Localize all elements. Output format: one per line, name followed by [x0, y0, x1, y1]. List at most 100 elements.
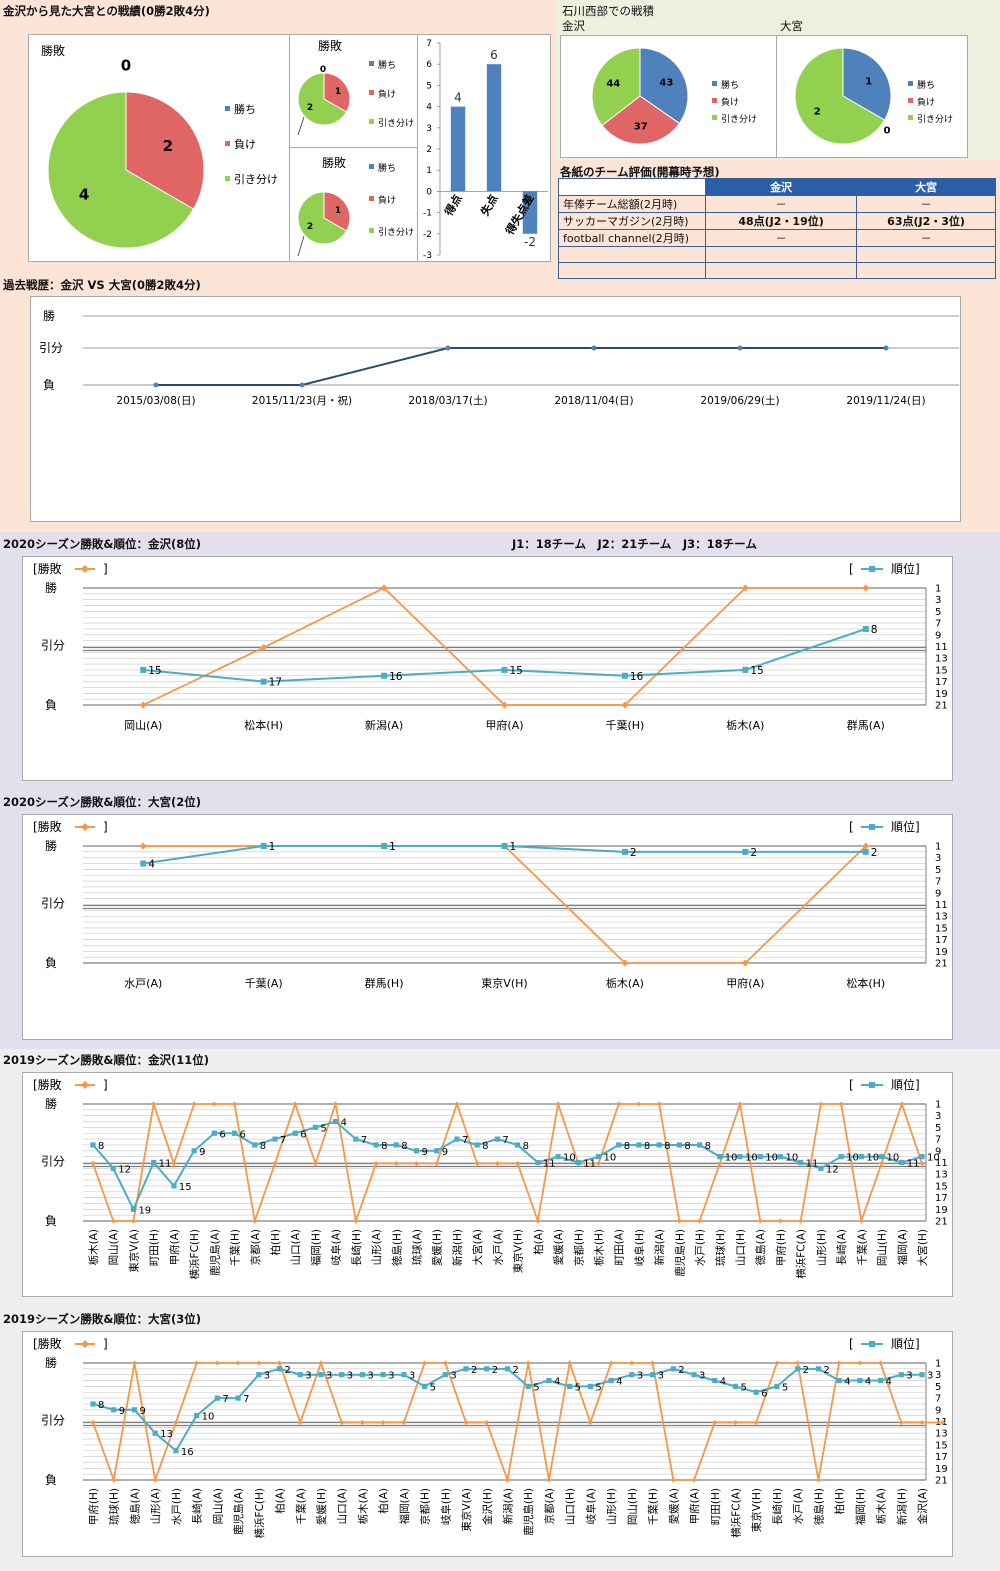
rank-data-label: 10	[887, 1153, 900, 1164]
rank-data-label: 10	[846, 1153, 859, 1164]
legend-label: 勝ち	[378, 162, 396, 174]
rank-data-label: 19	[138, 1205, 151, 1216]
x-tick-label: 栃木(A)	[606, 976, 644, 990]
result-point	[732, 1420, 738, 1425]
rank-point	[919, 1154, 925, 1160]
result-point	[879, 1161, 885, 1166]
rank-data-label: 4	[865, 1377, 871, 1388]
bar-data-label: 4	[454, 91, 462, 105]
rank-data-label: 16	[630, 671, 644, 683]
x-tick-label: 千葉(A)	[855, 1229, 868, 1265]
rank-point	[691, 1372, 697, 1378]
legend-swatch	[369, 164, 374, 169]
legend-label: 引き分け	[378, 227, 414, 238]
result-point	[151, 1101, 157, 1107]
evaluation-row-label	[558, 246, 706, 263]
x-tick-label: 大宮(H)	[916, 1229, 929, 1266]
pie-data-label: 37	[634, 121, 648, 132]
rank-point	[381, 672, 388, 679]
legend-swatch	[712, 115, 717, 120]
evaluation-row: 年俸チーム総額(2月時) － －	[558, 195, 996, 213]
history-point	[299, 382, 305, 388]
main-pie-panel: 0 2 4 勝ち 負け 引き分け 勝敗	[28, 34, 290, 262]
x-tick-label: 鹿児島(H)	[673, 1229, 686, 1277]
rank-legend-open: [	[849, 1078, 854, 1092]
x-tick-label: 松本(H)	[846, 976, 885, 990]
bar-data-label: 6	[490, 48, 498, 62]
result-line	[92, 1101, 923, 1225]
pie-title: 勝敗	[322, 155, 346, 170]
rank-data-label: 8	[871, 624, 878, 636]
x-tick-label: 水戸(H)	[171, 1488, 183, 1525]
rank-point	[717, 1154, 723, 1160]
result-point	[333, 1101, 339, 1107]
rank-data-label: 7	[361, 1135, 367, 1146]
bar-失点	[486, 64, 502, 192]
rank-tick-label: 19	[935, 689, 948, 700]
rank-tick-label: 5	[935, 865, 941, 876]
rank-data-label: 9	[442, 1147, 448, 1158]
rank-tick-label: 17	[935, 677, 948, 688]
rank-point	[381, 843, 388, 849]
rank-tick-label: 17	[935, 935, 948, 946]
rank-point	[774, 1383, 780, 1389]
rank-tick-label: 5	[935, 1382, 941, 1393]
rank-data-label: 4	[554, 1377, 560, 1388]
rank-point	[318, 1372, 324, 1378]
rank-data-label: 5	[320, 1123, 326, 1134]
rank-tick-label: 13	[935, 1429, 948, 1440]
rank-point	[231, 1130, 238, 1136]
rank-tick-label: 15	[935, 1440, 948, 1451]
result-point	[111, 1477, 117, 1483]
evaluation-kanazawa-value: 48点(J2・19位)	[704, 212, 858, 230]
rank-data-label: 9	[139, 1406, 145, 1417]
rank-tick-label: 19	[935, 947, 948, 958]
rank-point	[312, 1124, 319, 1130]
bar-data-label: -2	[524, 235, 536, 249]
rank-data-label: 15	[179, 1182, 192, 1193]
y-label-draw: 引分	[41, 1414, 65, 1428]
x-tick-label: 愛媛(A)	[552, 1229, 565, 1265]
rank-data-label: 10	[927, 1153, 940, 1164]
rank-point	[173, 1448, 179, 1454]
legend-label: 負け	[234, 138, 256, 151]
result-point	[774, 1360, 780, 1366]
x-tick-label: 金沢(A)	[916, 1488, 929, 1524]
rank-data-label: 11	[806, 1159, 819, 1170]
result-point	[777, 1218, 783, 1224]
result-legend-marker	[81, 1081, 89, 1089]
rank-data-label: 10	[765, 1153, 778, 1164]
rank-tick-label: 9	[935, 630, 941, 641]
result-point	[608, 1360, 614, 1366]
result-point	[232, 1101, 238, 1107]
rank-data-label: 12	[118, 1164, 131, 1175]
rank-point	[260, 843, 267, 849]
rank-data-label: 8	[98, 1400, 104, 1411]
x-tick-label: 柏(H)	[269, 1229, 282, 1256]
result-point	[393, 1161, 399, 1166]
result-legend-close: ]	[103, 820, 108, 834]
rank-data-label: 8	[523, 1141, 529, 1152]
rank-data-label: 7	[222, 1394, 228, 1405]
result-point	[798, 1218, 804, 1224]
evaluation-header-blank	[558, 178, 706, 196]
rank-point	[919, 1372, 925, 1378]
result-point	[353, 1218, 359, 1224]
rank-point	[434, 1148, 440, 1154]
x-tick-label: 愛媛(H)	[431, 1229, 444, 1266]
y-tick-label: 1	[426, 166, 432, 176]
legend-swatch	[369, 119, 374, 124]
rank-data-label: 3	[388, 1371, 394, 1382]
y-tick-label: 3	[426, 124, 432, 134]
rank-point	[333, 1118, 339, 1125]
history-point	[153, 382, 159, 388]
rank-tick-label: 5	[935, 1123, 941, 1134]
rank-line	[92, 1120, 923, 1212]
rank-tick-label: 7	[935, 877, 941, 888]
rank-point	[636, 1142, 642, 1148]
rank-data-label: 15	[510, 665, 523, 677]
rank-legend-marker	[869, 1341, 875, 1347]
result-point	[919, 1161, 925, 1166]
